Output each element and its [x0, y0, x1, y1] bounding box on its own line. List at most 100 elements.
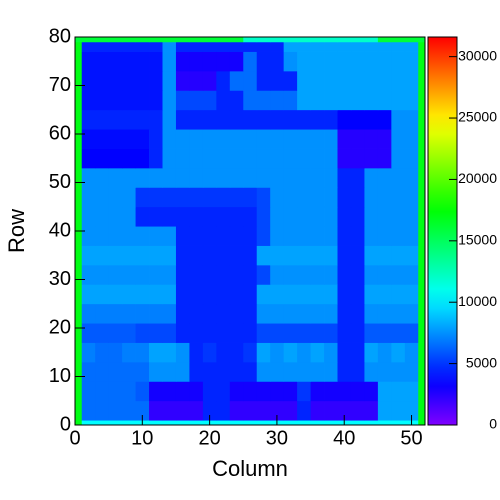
cell — [418, 245, 426, 266]
cell — [162, 323, 177, 343]
cell — [377, 245, 392, 266]
cell — [81, 400, 96, 421]
cell — [81, 206, 96, 227]
cell — [324, 342, 338, 363]
cell — [297, 129, 311, 149]
cell — [81, 420, 96, 426]
cell — [297, 381, 311, 402]
cell — [81, 303, 96, 324]
cell — [364, 90, 379, 111]
cell — [297, 264, 311, 285]
cell — [81, 70, 96, 91]
cell — [95, 109, 110, 130]
cell — [243, 400, 258, 421]
cell — [297, 226, 311, 246]
cell — [404, 148, 419, 169]
cell — [324, 148, 338, 169]
cell — [216, 226, 231, 246]
cell — [297, 167, 311, 188]
cell — [95, 245, 110, 266]
cell — [364, 361, 379, 382]
cell — [404, 41, 419, 52]
cell — [364, 187, 379, 208]
cell — [229, 206, 244, 227]
color-bar — [427, 36, 458, 426]
cell — [404, 323, 419, 343]
cell — [189, 41, 204, 52]
cell — [243, 129, 258, 149]
cell — [377, 226, 392, 246]
cell — [391, 70, 406, 91]
cell — [81, 342, 96, 363]
cell — [75, 303, 83, 324]
cell — [75, 37, 83, 43]
cell — [256, 70, 271, 91]
cell — [243, 361, 258, 382]
y-tick-label: 70 — [49, 74, 71, 96]
cell — [75, 41, 83, 52]
cell — [270, 303, 285, 324]
cell — [404, 70, 419, 91]
cell — [377, 109, 392, 130]
cell — [108, 226, 123, 246]
cell — [189, 51, 204, 72]
cell — [404, 90, 419, 111]
cell — [75, 109, 83, 130]
cell — [243, 70, 258, 91]
cell — [202, 264, 217, 285]
cell — [337, 342, 352, 363]
cell — [270, 245, 285, 266]
cell — [418, 361, 426, 382]
cell — [189, 400, 204, 421]
cell — [202, 37, 217, 43]
cell — [162, 361, 177, 382]
cell — [189, 245, 204, 266]
cell — [75, 226, 83, 246]
cell — [337, 400, 352, 421]
cell — [337, 381, 352, 402]
cell — [337, 226, 352, 246]
cell — [270, 226, 285, 246]
cell — [404, 284, 419, 305]
y-tick-label: 0 — [60, 413, 71, 435]
cell — [189, 284, 204, 305]
cell — [404, 129, 419, 149]
cell — [297, 420, 311, 426]
cell — [310, 361, 325, 382]
x-axis-title: Column — [212, 456, 288, 481]
cell — [175, 264, 190, 285]
cell — [189, 361, 204, 382]
cell — [95, 206, 110, 227]
cell — [108, 187, 123, 208]
cell — [202, 303, 217, 324]
cell — [243, 284, 258, 305]
cell — [108, 129, 123, 149]
cell — [256, 361, 271, 382]
cell — [391, 41, 406, 52]
cell — [202, 361, 217, 382]
cell — [310, 264, 325, 285]
cell — [216, 420, 231, 426]
cell — [324, 51, 338, 72]
cell — [270, 70, 285, 91]
cell — [310, 51, 325, 72]
cell — [175, 148, 190, 169]
cell — [404, 167, 419, 188]
cell — [283, 109, 298, 130]
cell — [324, 187, 338, 208]
cell — [122, 245, 136, 266]
cell — [283, 361, 298, 382]
y-axis-title: Row — [4, 209, 29, 253]
cell — [256, 381, 271, 402]
cell — [377, 37, 392, 43]
cell — [243, 303, 258, 324]
cell — [324, 303, 338, 324]
cell — [350, 381, 365, 402]
cell — [283, 381, 298, 402]
cell — [216, 109, 231, 130]
cell — [243, 342, 258, 363]
cell — [189, 129, 204, 149]
cell — [377, 129, 392, 149]
cell — [256, 420, 271, 426]
